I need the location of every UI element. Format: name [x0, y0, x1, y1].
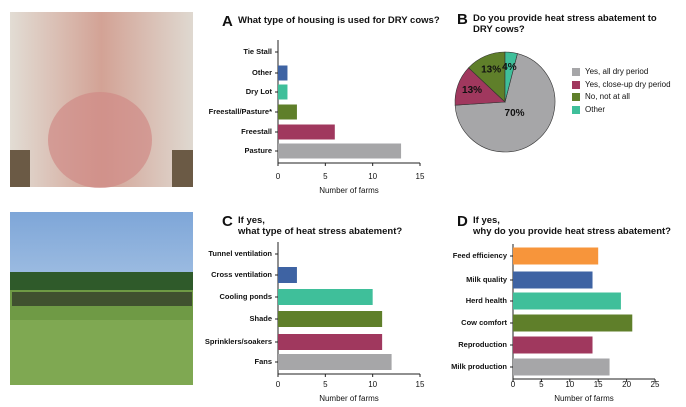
- y-tick-label: Cooling ponds: [220, 292, 273, 301]
- y-tick-label: Pasture: [244, 146, 272, 155]
- y-tick-label: Herd health: [466, 296, 508, 305]
- bar: [278, 289, 373, 305]
- bar: [513, 292, 621, 310]
- legend-label: Other: [585, 105, 605, 114]
- y-tick-label: Dry Lot: [246, 87, 273, 96]
- pie-slice: [454, 53, 556, 153]
- x-tick-label: 5: [539, 380, 544, 389]
- value-label: 13%: [481, 65, 501, 76]
- x-tick-label: 15: [594, 380, 603, 389]
- y-tick-label: Tie Stall: [243, 47, 272, 56]
- y-tick-label: Cow comfort: [461, 318, 507, 327]
- legend-label: No, not at all: [585, 92, 630, 101]
- x-tick-label: 0: [511, 380, 516, 389]
- x-tick-label: 25: [651, 380, 660, 389]
- bar: [513, 271, 593, 289]
- value-label: 70%: [505, 108, 525, 119]
- panel-letter: B: [457, 11, 468, 28]
- y-tick-label: Shade: [249, 314, 272, 323]
- x-tick-label: 0: [276, 172, 281, 181]
- panel-letter: D: [457, 213, 468, 230]
- y-tick-label: Cross ventilation: [211, 270, 272, 279]
- legend-swatch: [572, 93, 580, 101]
- legend-swatch: [572, 68, 580, 76]
- panel-letter: C: [222, 213, 233, 230]
- bar: [278, 104, 297, 120]
- chart-title: If yes, why do you provide heat stress ab…: [472, 215, 671, 237]
- x-axis-label: Number of farms: [319, 394, 379, 402]
- x-tick-label: 10: [368, 172, 377, 181]
- bar: [513, 358, 610, 376]
- legend-swatch: [572, 106, 580, 114]
- bar: [278, 84, 288, 100]
- value-label: 4%: [502, 62, 517, 73]
- x-tick-label: 5: [323, 380, 328, 389]
- bar: [513, 247, 599, 265]
- y-tick-label: Fans: [254, 357, 272, 366]
- legend-label: Yes, close-up dry period: [585, 80, 671, 89]
- photo-pasture: [10, 212, 193, 385]
- bar: [278, 65, 288, 81]
- panel-letter: A: [222, 13, 233, 30]
- bar: [278, 124, 335, 140]
- x-tick-label: 5: [323, 172, 328, 181]
- legend-label: Yes, all dry period: [585, 67, 648, 76]
- x-tick-label: 10: [368, 380, 377, 389]
- y-tick-label: Freestall/Pasture*: [209, 107, 272, 116]
- bar: [278, 311, 383, 327]
- chart-title: If yes, what type of heat stress abatemen…: [237, 215, 402, 237]
- y-tick-label: Freestall: [241, 127, 272, 136]
- x-axis-label: Number of farms: [319, 186, 379, 195]
- y-tick-label: Tunnel ventilation: [208, 249, 272, 258]
- bar: [513, 314, 633, 332]
- y-tick-label: Milk quality: [466, 275, 508, 284]
- y-tick-label: Milk production: [451, 362, 507, 371]
- x-axis-label: Number of farms: [554, 394, 614, 402]
- bar: [278, 143, 402, 159]
- x-tick-label: 0: [276, 380, 281, 389]
- x-tick-label: 15: [416, 380, 425, 389]
- chart-title: What type of housing is used for DRY cow…: [238, 15, 440, 26]
- x-tick-label: 15: [416, 172, 425, 181]
- x-tick-label: 10: [565, 380, 574, 389]
- pie-slice: [504, 51, 518, 103]
- photo-udder: [10, 12, 193, 188]
- y-tick-label: Sprinklers/soakers: [205, 337, 272, 346]
- bar: [278, 267, 297, 283]
- legend-swatch: [572, 81, 580, 89]
- bar: [278, 354, 392, 370]
- y-tick-label: Other: [252, 68, 272, 77]
- y-tick-label: Feed efficiency: [453, 251, 508, 260]
- value-label: 13%: [462, 85, 482, 96]
- bar: [278, 334, 383, 350]
- y-tick-label: Reproduction: [458, 340, 507, 349]
- chart-title: Do you provide heat stress abatement to D…: [473, 13, 657, 35]
- x-tick-label: 20: [622, 380, 631, 389]
- bar: [513, 336, 593, 354]
